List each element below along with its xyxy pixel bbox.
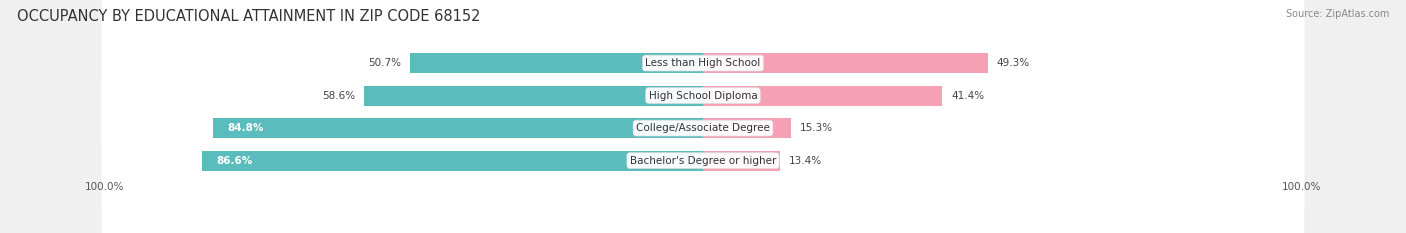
Text: 84.8%: 84.8% [228, 123, 263, 133]
Bar [703, 53, 988, 73]
Text: 49.3%: 49.3% [997, 58, 1029, 68]
Text: 41.4%: 41.4% [950, 91, 984, 101]
Text: College/Associate Degree: College/Associate Degree [636, 123, 770, 133]
FancyBboxPatch shape [101, 76, 1305, 233]
Text: 100.0%: 100.0% [1282, 182, 1322, 192]
Bar [411, 53, 703, 73]
Text: 100.0%: 100.0% [84, 182, 124, 192]
FancyBboxPatch shape [101, 0, 1305, 148]
Text: 15.3%: 15.3% [800, 123, 834, 133]
Text: 86.6%: 86.6% [217, 156, 253, 166]
Bar [703, 118, 792, 138]
Bar [212, 118, 703, 138]
Text: OCCUPANCY BY EDUCATIONAL ATTAINMENT IN ZIP CODE 68152: OCCUPANCY BY EDUCATIONAL ATTAINMENT IN Z… [17, 9, 481, 24]
Text: Bachelor's Degree or higher: Bachelor's Degree or higher [630, 156, 776, 166]
FancyBboxPatch shape [101, 43, 1305, 213]
Text: Source: ZipAtlas.com: Source: ZipAtlas.com [1285, 9, 1389, 19]
Bar [202, 151, 703, 171]
Text: High School Diploma: High School Diploma [648, 91, 758, 101]
Text: 58.6%: 58.6% [322, 91, 356, 101]
Bar [364, 86, 703, 106]
Text: 13.4%: 13.4% [789, 156, 823, 166]
Bar [703, 86, 942, 106]
Bar [703, 151, 780, 171]
FancyBboxPatch shape [101, 11, 1305, 180]
Text: Less than High School: Less than High School [645, 58, 761, 68]
Text: 50.7%: 50.7% [368, 58, 401, 68]
